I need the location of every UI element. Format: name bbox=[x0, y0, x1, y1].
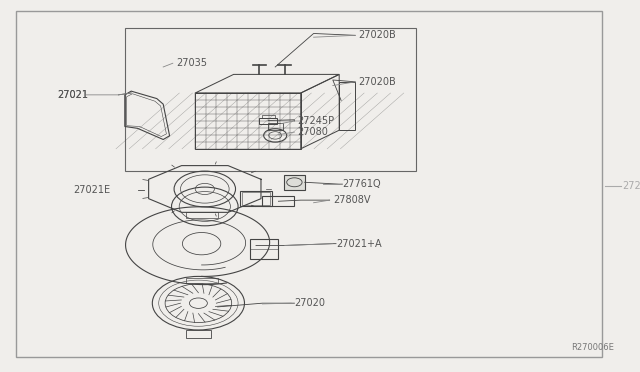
Bar bbox=[262, 196, 294, 206]
Text: 27020: 27020 bbox=[294, 298, 325, 308]
Text: 27021E: 27021E bbox=[74, 185, 111, 195]
Bar bbox=[125, 28, 416, 171]
Text: 27080: 27080 bbox=[298, 127, 328, 137]
Bar bbox=[262, 115, 275, 118]
Text: 27021+A: 27021+A bbox=[336, 239, 381, 248]
Bar bbox=[284, 175, 305, 190]
Text: 27210: 27210 bbox=[622, 181, 640, 191]
Bar bbox=[186, 330, 211, 338]
Bar bbox=[268, 123, 283, 130]
Bar bbox=[250, 239, 278, 259]
Text: 27808V: 27808V bbox=[333, 195, 371, 205]
Text: 27761Q: 27761Q bbox=[342, 179, 381, 189]
Bar bbox=[339, 82, 355, 130]
Bar bbox=[259, 118, 277, 124]
Bar bbox=[186, 212, 218, 218]
Text: R270006E: R270006E bbox=[572, 343, 614, 352]
Text: 27021: 27021 bbox=[58, 90, 88, 100]
Text: 27035: 27035 bbox=[176, 58, 207, 68]
Bar bbox=[242, 192, 270, 205]
Text: 27020B: 27020B bbox=[358, 31, 396, 40]
Text: 27245P: 27245P bbox=[298, 116, 335, 126]
Bar bbox=[186, 278, 218, 283]
Bar bbox=[240, 191, 272, 206]
Text: 27020B: 27020B bbox=[358, 77, 396, 87]
Text: 27021: 27021 bbox=[58, 90, 88, 100]
